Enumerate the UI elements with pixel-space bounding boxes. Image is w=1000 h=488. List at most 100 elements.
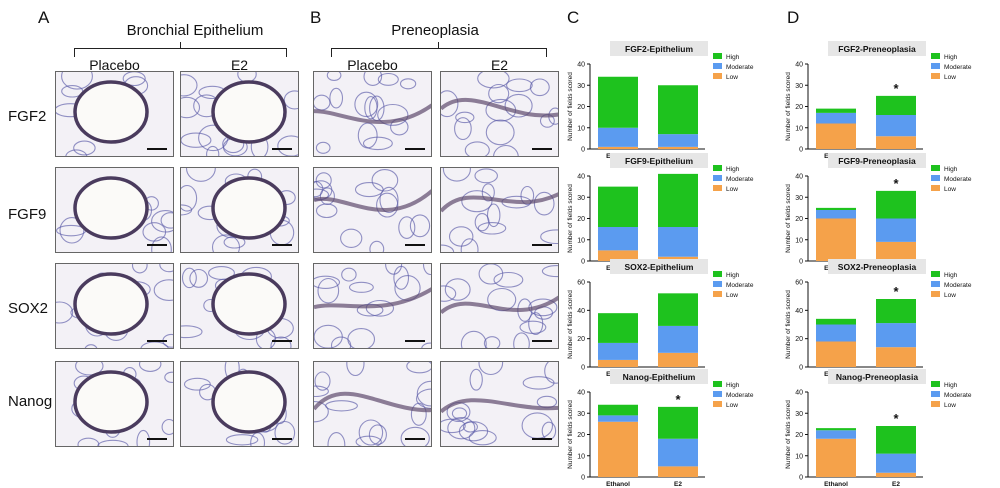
legend-label-low: Low xyxy=(726,74,738,81)
micrograph-sox2-a-e2 xyxy=(180,263,299,349)
bar-low-ethanol xyxy=(816,123,856,149)
bar-high-ethanol xyxy=(598,76,638,128)
legend-label-high: High xyxy=(726,166,740,173)
y-tick-label: 10 xyxy=(577,125,585,132)
x-tick-label: Ethanol xyxy=(606,481,630,488)
y-tick-label: 40 xyxy=(577,308,585,315)
scale-bar xyxy=(272,148,292,150)
panel-b-title: Preneoplasia xyxy=(391,22,479,39)
y-tick-label: 0 xyxy=(799,259,803,266)
micrograph-sox2-a-placebo xyxy=(55,263,174,349)
x-tick-label: E2 xyxy=(674,481,682,488)
y-tick-label: 30 xyxy=(795,83,803,90)
legend-label-moderate: Moderate xyxy=(726,392,754,399)
micrograph-sox2-b-placebo xyxy=(313,263,432,349)
chart-title-box xyxy=(610,259,708,274)
bar-moderate-ethanol xyxy=(816,210,856,219)
legend-swatch-moderate xyxy=(713,391,722,397)
chart-title: Nanog-Epithelium xyxy=(623,372,696,382)
scale-bar xyxy=(147,244,167,246)
micrograph-fgf9-b-e2 xyxy=(440,167,559,253)
y-tick-label: 10 xyxy=(795,453,803,460)
legend-swatch-high xyxy=(713,53,722,59)
legend-label-low: Low xyxy=(726,402,738,409)
chart-ylabel: Number of fields scored xyxy=(567,184,574,253)
y-tick-label: 30 xyxy=(795,195,803,202)
chart-fgf9-epithelium: FGF9-Epithelium Number of fields scored 0 1… xyxy=(567,153,754,272)
y-tick-label: 60 xyxy=(577,280,585,287)
legend-label-moderate: Moderate xyxy=(726,282,754,289)
legend-swatch-high xyxy=(931,381,940,387)
y-tick-label: 30 xyxy=(577,83,585,90)
legend-swatch-moderate xyxy=(931,391,940,397)
y-tick-label: 40 xyxy=(795,174,803,181)
chart-title: Nanog-Preneoplasia xyxy=(836,372,918,382)
legend-label-moderate: Moderate xyxy=(944,282,972,289)
panel-b-bracket-tick xyxy=(438,42,439,48)
scale-bar xyxy=(147,438,167,440)
bar-low-ethanol xyxy=(816,218,856,261)
row-label-sox2: SOX2 xyxy=(8,300,49,317)
panel-letter-c: C xyxy=(567,8,580,27)
scale-bar xyxy=(532,244,552,246)
legend-swatch-high xyxy=(931,165,940,171)
bar-low-ethanol xyxy=(598,359,638,367)
chart-title-box xyxy=(828,369,926,384)
chart-title-box xyxy=(828,41,926,56)
micrograph-fgf9-a-placebo xyxy=(55,167,174,253)
legend-swatch-low xyxy=(713,401,722,407)
bar-high-e2 xyxy=(658,173,698,227)
chart-title: SOX2-Epithelium xyxy=(625,262,694,272)
y-tick-label: 40 xyxy=(577,174,585,181)
bar-high-ethanol xyxy=(598,186,638,227)
y-tick-label: 0 xyxy=(799,475,803,482)
bar-high-e2 xyxy=(658,85,698,135)
bar-high-ethanol xyxy=(816,318,856,325)
y-tick-label: 40 xyxy=(795,308,803,315)
legend-label-moderate: Moderate xyxy=(726,176,754,183)
bar-low-e2 xyxy=(658,146,698,149)
micrograph-nanog-b-placebo xyxy=(313,361,432,447)
bar-low-ethanol xyxy=(598,250,638,261)
legend-swatch-low xyxy=(931,185,940,191)
x-tick-label: Ethanol xyxy=(824,481,848,488)
chart-ylabel: Number of fields scored xyxy=(785,400,792,469)
scale-bar xyxy=(147,340,167,342)
legend-label-low: Low xyxy=(944,292,956,299)
micrograph-nanog-a-placebo xyxy=(55,361,174,447)
micrograph-fgf2-b-placebo xyxy=(313,71,432,157)
legend-swatch-moderate xyxy=(931,281,940,287)
chart-title: FGF2-Preneoplasia xyxy=(838,44,916,54)
y-tick-label: 10 xyxy=(795,237,803,244)
legend-swatch-moderate xyxy=(713,63,722,69)
panel-letter-a: A xyxy=(38,8,50,27)
legend-swatch-low xyxy=(713,185,722,191)
bar-moderate-ethanol xyxy=(598,342,638,360)
chart-ylabel: Number of fields scored xyxy=(785,184,792,253)
bar-moderate-e2 xyxy=(658,438,698,467)
y-tick-label: 40 xyxy=(795,390,803,397)
scale-bar xyxy=(272,438,292,440)
significance-marker: * xyxy=(893,284,899,299)
chart-ylabel: Number of fields scored xyxy=(567,72,574,141)
bar-high-e2 xyxy=(876,426,916,454)
bar-moderate-ethanol xyxy=(816,324,856,342)
legend-swatch-high xyxy=(713,381,722,387)
row-label-fgf9: FGF9 xyxy=(8,206,47,223)
micrograph-nanog-b-e2 xyxy=(440,361,559,447)
bar-moderate-e2 xyxy=(658,227,698,257)
chart-title-box xyxy=(610,153,708,168)
chart-title-box xyxy=(828,153,926,168)
bar-high-e2 xyxy=(876,95,916,115)
x-tick-label: E2 xyxy=(892,481,900,488)
row-label-nanog: Nanog xyxy=(8,393,53,410)
y-tick-label: 40 xyxy=(577,62,585,69)
chart-fgf2-epithelium: FGF2-Epithelium Number of fields scored 0 1… xyxy=(567,41,754,160)
bar-moderate-ethanol xyxy=(598,227,638,251)
micrograph-nanog-a-e2 xyxy=(180,361,299,447)
micrograph-fgf9-b-placebo xyxy=(313,167,432,253)
chart-title: FGF9-Epithelium xyxy=(625,156,693,166)
chart-ylabel: Number of fields scored xyxy=(567,400,574,469)
legend-label-moderate: Moderate xyxy=(726,64,754,71)
scale-bar xyxy=(532,148,552,150)
